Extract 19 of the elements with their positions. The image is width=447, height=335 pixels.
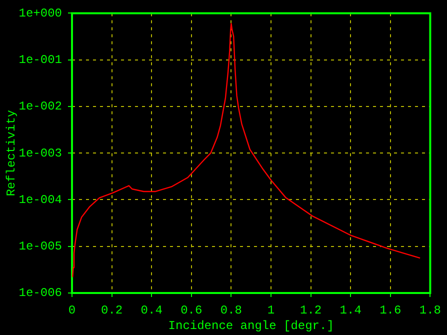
x-tick-label: 1.2 — [300, 303, 322, 318]
y-axis-title: Reflectivity — [4, 110, 18, 196]
x-tick-label: 1.8 — [419, 303, 442, 318]
x-tick-label: 1.4 — [340, 303, 362, 318]
x-tick-label: 1.6 — [380, 303, 402, 318]
y-tick-label: 1e-002 — [18, 100, 62, 114]
x-axis-title: Incidence angle [degr.] — [168, 318, 334, 333]
x-tick-label: 0.4 — [140, 303, 162, 318]
x-tick-label: 0.8 — [220, 303, 242, 318]
x-tick-label: 0.6 — [180, 303, 202, 318]
y-tick-label: 1e-006 — [18, 286, 62, 300]
y-tick-label: 1e-001 — [18, 53, 62, 68]
x-tick-label: 0.2 — [100, 303, 123, 318]
y-tick-label: 1e-003 — [18, 146, 62, 160]
y-tick-label: 1e+000 — [18, 6, 62, 20]
y-tick-label: 1e-004 — [18, 192, 62, 207]
y-tick-label: 1e-005 — [18, 240, 62, 254]
x-tick-label: 1 — [267, 303, 275, 318]
x-tick-label: 0 — [68, 303, 76, 318]
